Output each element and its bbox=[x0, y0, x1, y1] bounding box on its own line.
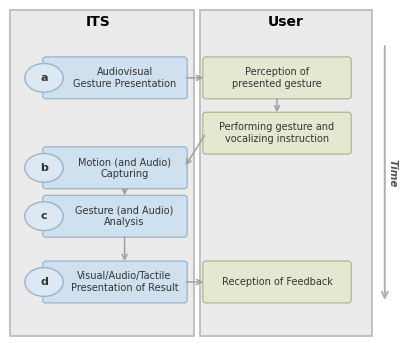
FancyBboxPatch shape bbox=[43, 57, 187, 99]
Text: c: c bbox=[41, 211, 47, 221]
Text: ITS: ITS bbox=[86, 16, 110, 29]
FancyBboxPatch shape bbox=[203, 57, 351, 99]
FancyBboxPatch shape bbox=[43, 195, 187, 237]
Text: Performing gesture and
vocalizing instruction: Performing gesture and vocalizing instru… bbox=[220, 122, 334, 144]
Text: Visual/Audio/Tactile
Presentation of Result: Visual/Audio/Tactile Presentation of Res… bbox=[71, 271, 178, 293]
Ellipse shape bbox=[25, 202, 63, 231]
Text: User: User bbox=[268, 16, 304, 29]
FancyBboxPatch shape bbox=[10, 10, 194, 336]
Ellipse shape bbox=[25, 63, 63, 92]
Ellipse shape bbox=[25, 153, 63, 182]
Text: b: b bbox=[40, 163, 48, 173]
Text: Perception of
presented gesture: Perception of presented gesture bbox=[232, 67, 322, 89]
FancyBboxPatch shape bbox=[43, 261, 187, 303]
Text: Time: Time bbox=[387, 159, 397, 187]
FancyBboxPatch shape bbox=[203, 112, 351, 154]
FancyBboxPatch shape bbox=[203, 261, 351, 303]
Text: Audiovisual
Gesture Presentation: Audiovisual Gesture Presentation bbox=[73, 67, 176, 89]
Ellipse shape bbox=[25, 267, 63, 297]
FancyBboxPatch shape bbox=[200, 10, 372, 336]
Text: Gesture (and Audio)
Analysis: Gesture (and Audio) Analysis bbox=[76, 206, 174, 227]
Text: a: a bbox=[40, 73, 48, 83]
Text: Motion (and Audio)
Capturing: Motion (and Audio) Capturing bbox=[78, 157, 171, 179]
FancyBboxPatch shape bbox=[43, 147, 187, 189]
Text: Reception of Feedback: Reception of Feedback bbox=[222, 277, 332, 287]
Text: d: d bbox=[40, 277, 48, 287]
